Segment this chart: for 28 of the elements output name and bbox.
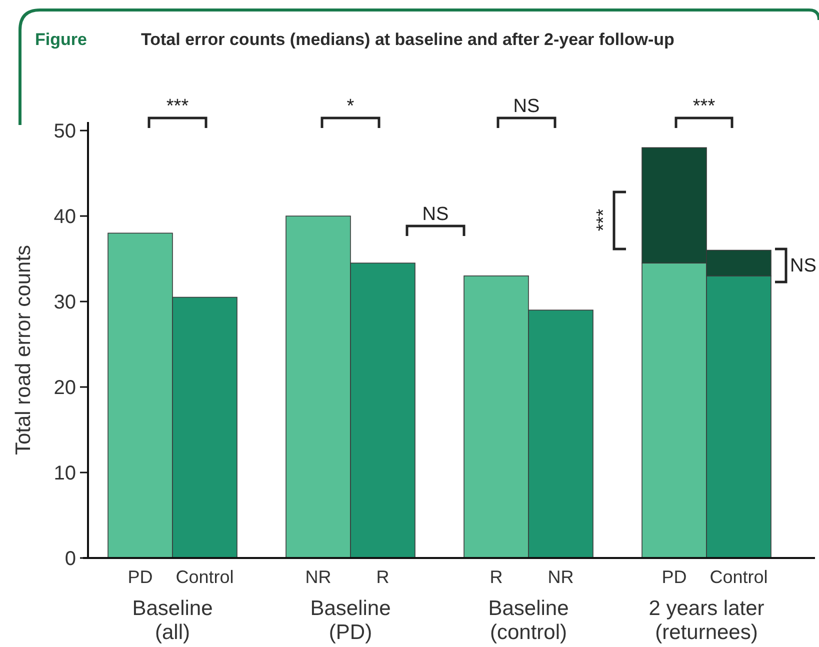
y-tick-label: 20 (54, 377, 76, 400)
y-tick-label: 10 (54, 462, 76, 485)
x-tick-label: PD (128, 567, 153, 587)
x-tick-label: Control (710, 567, 768, 587)
text: * (346, 96, 355, 117)
text: Figure (35, 30, 87, 49)
y-tick-label: 40 (54, 206, 76, 228)
text: Baseline (PD) (310, 597, 391, 644)
text: *** (166, 96, 190, 117)
annotation: NS (422, 204, 449, 225)
text: Baseline (all) (132, 597, 213, 644)
y-tick-label: 50 (54, 120, 76, 143)
y-axis-title: Total road error counts (12, 244, 35, 456)
y-tick-label: 0 (64, 548, 76, 570)
x-tick-label: Control (176, 567, 234, 587)
annotation: NS (790, 256, 816, 277)
x-tick-label: NR (305, 567, 332, 587)
x-tick-label: NR (548, 567, 574, 587)
x-tick-label: R (490, 567, 503, 587)
x-tick-label: R (376, 567, 390, 587)
chart-title: Total error counts (medians) at baseline and after 2-year follow-up (141, 30, 674, 49)
text: NS (513, 96, 540, 117)
x-tick-label: PD (662, 567, 687, 587)
text: 2 years later (returnees) (648, 597, 764, 644)
annotation: *** (594, 208, 615, 232)
text: Baseline (control) (488, 597, 569, 644)
text: *** (692, 96, 716, 117)
y-tick-label: 30 (54, 292, 76, 314)
